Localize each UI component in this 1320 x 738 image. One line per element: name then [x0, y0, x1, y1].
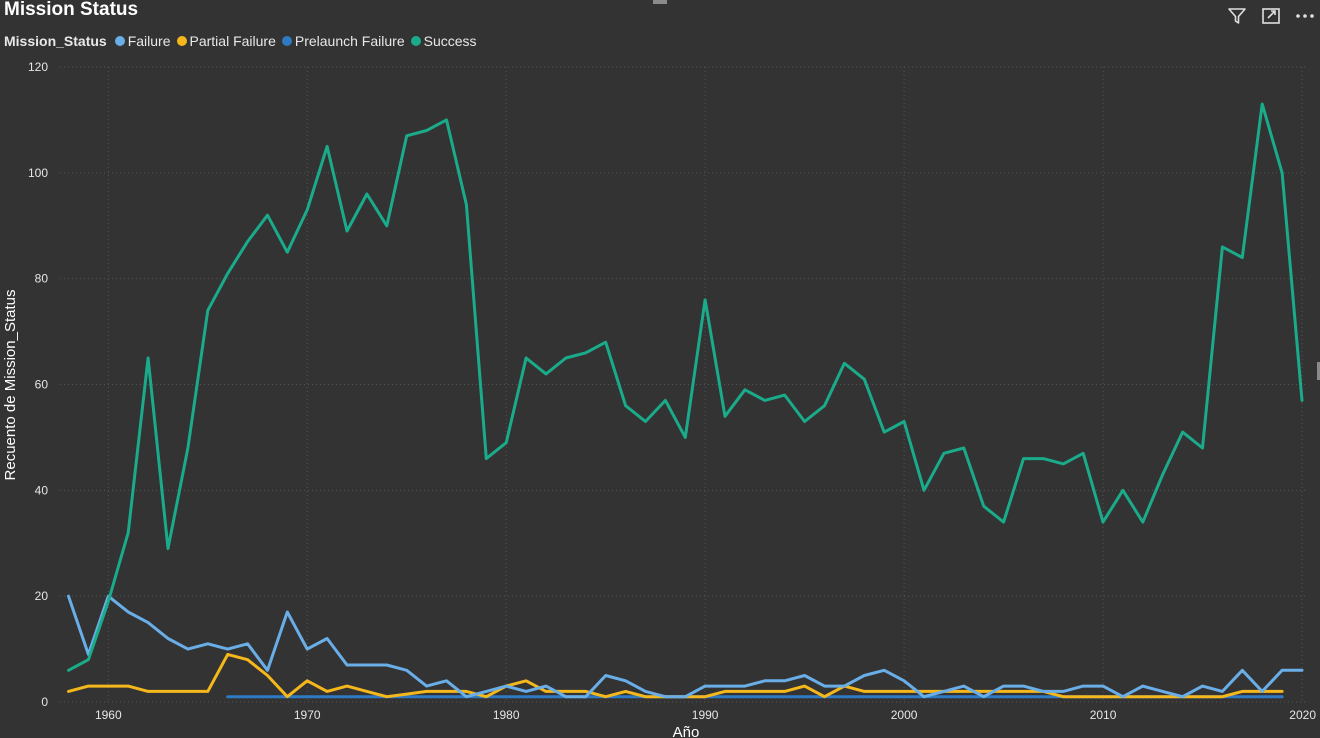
x-axis-title: Año [673, 724, 700, 738]
legend-label-partial-failure: Partial Failure [189, 33, 276, 49]
series-line-partial-failure[interactable] [67, 652, 1284, 699]
visual-resize-handle[interactable] [1317, 362, 1320, 380]
legend-marker-failure [114, 36, 125, 46]
focus-mode-icon[interactable] [1260, 6, 1282, 26]
legend-label-success: Success [423, 33, 477, 49]
y-axis-title: Recuento de Mission_Status [2, 290, 19, 481]
x-tick-label: 1990 [692, 708, 719, 722]
y-tick-label: 0 [41, 695, 48, 709]
visual-drag-handle[interactable] [653, 0, 667, 4]
legend-item-partial-failure[interactable]: Partial Failure [176, 33, 276, 49]
x-tick-label: 2010 [1090, 708, 1117, 722]
chart-legend: Mission_Status Failure Partial Failure P… [4, 33, 483, 49]
legend-marker-partial-failure [176, 36, 187, 46]
series-line-failure[interactable] [67, 594, 1304, 699]
x-tick-label: 1970 [294, 708, 321, 722]
legend-item-failure[interactable]: Failure [114, 33, 171, 49]
x-axis-ticks: 1960 1970 1980 1990 2000 2010 2020 [95, 708, 1316, 722]
legend-title: Mission_Status [4, 33, 107, 49]
legend-label-prelaunch-failure: Prelaunch Failure [294, 33, 405, 49]
legend-item-success[interactable]: Success [410, 33, 477, 49]
y-tick-label: 20 [35, 589, 49, 603]
y-axis-ticks: 0 20 40 60 80 100 120 [28, 60, 48, 709]
chart-title: Mission Status [4, 0, 139, 20]
y-tick-label: 120 [28, 60, 48, 74]
legend-item-prelaunch-failure[interactable]: Prelaunch Failure [281, 33, 405, 49]
filter-icon[interactable] [1226, 6, 1248, 26]
more-options-icon[interactable] [1294, 6, 1316, 26]
legend-label-failure: Failure [127, 33, 171, 49]
y-tick-label: 80 [35, 272, 49, 286]
x-tick-label: 2000 [891, 708, 918, 722]
gridlines [60, 66, 1308, 703]
series-lines [67, 102, 1304, 699]
x-tick-label: 1960 [95, 708, 122, 722]
legend-marker-prelaunch-failure [281, 36, 292, 46]
y-tick-label: 40 [35, 483, 49, 497]
visual-header-toolbar [1226, 6, 1316, 26]
x-tick-label: 2020 [1289, 708, 1316, 722]
y-tick-label: 100 [28, 166, 48, 180]
legend-marker-success [410, 36, 421, 46]
series-line-success[interactable] [67, 102, 1304, 672]
y-tick-label: 60 [35, 378, 49, 392]
x-tick-label: 1980 [493, 708, 520, 722]
